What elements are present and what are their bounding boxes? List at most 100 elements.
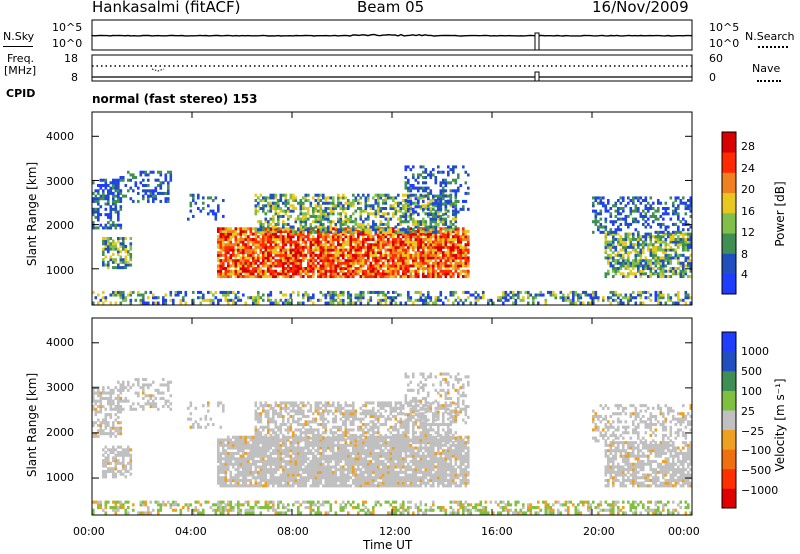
power-cell (264, 217, 268, 221)
power-cell (409, 296, 413, 300)
power-cell (264, 227, 268, 231)
power-cell (234, 301, 238, 305)
power-cell (404, 240, 408, 244)
power-cell (442, 213, 445, 217)
power-cell (652, 245, 655, 249)
power-cell (222, 253, 225, 257)
velocity-cell (112, 402, 115, 406)
power-cell (389, 269, 393, 273)
power-cell (294, 256, 298, 260)
power-cell (442, 232, 445, 236)
velocity-cell (284, 478, 288, 482)
power-cell (687, 199, 690, 203)
power-cell (324, 199, 328, 203)
power-cell (312, 301, 315, 305)
power-cell (322, 261, 325, 265)
velocity-cell (117, 451, 120, 455)
power-cell (107, 189, 110, 193)
power-cell (607, 230, 610, 234)
power-cell (284, 237, 288, 241)
power-cell (112, 178, 115, 182)
velocity-cell (104, 432, 108, 436)
velocity-cell (217, 470, 220, 474)
power-cell (102, 260, 105, 264)
power-cell (417, 240, 420, 244)
power-cell (332, 245, 335, 249)
power-cell (239, 298, 243, 302)
power-cell (119, 237, 123, 241)
velocity-cell (94, 413, 98, 417)
power-cell (639, 272, 643, 276)
power-cell (337, 193, 340, 197)
power-cell (289, 232, 293, 236)
power-cell (429, 225, 433, 229)
velocity-cell (277, 443, 280, 447)
power-cell (512, 293, 515, 297)
power-cell (402, 253, 405, 257)
power-cell (642, 199, 645, 203)
power-cell (357, 235, 360, 239)
velocity-cell (219, 438, 223, 442)
power-cell (399, 251, 403, 255)
power-cell (317, 204, 320, 208)
power-cell (387, 248, 390, 252)
power-cell (442, 170, 445, 174)
velocity-cell (304, 443, 308, 447)
power-cell (114, 186, 118, 190)
power-cell (97, 202, 100, 206)
power-cell (242, 269, 245, 273)
power-cell (427, 272, 430, 276)
power-cell (504, 293, 508, 297)
power-cell (299, 228, 303, 232)
power-cell (169, 178, 173, 182)
power-cell (544, 298, 548, 302)
velocity-cell (234, 451, 238, 455)
power-cell (192, 301, 195, 305)
power-cell (139, 181, 143, 185)
power-cell (639, 256, 643, 260)
power-cell (139, 293, 143, 297)
power-cell (637, 259, 640, 263)
power-cell (327, 240, 330, 244)
power-cell (157, 301, 160, 305)
velocity-cell (97, 434, 100, 438)
velocity-cell (99, 407, 103, 411)
power-cell (407, 204, 410, 208)
power-cell (259, 296, 263, 300)
velocity-cell (232, 441, 235, 445)
power-cell (689, 199, 693, 203)
power-cell (262, 259, 265, 263)
power-cell (394, 237, 398, 241)
power-cell (354, 217, 358, 221)
velocity-cell (222, 441, 225, 445)
power-cell (114, 205, 118, 209)
power-cell (124, 237, 128, 241)
power-cell (212, 301, 215, 305)
power-cell (354, 237, 358, 241)
power-cell (334, 225, 338, 229)
power-cell (234, 264, 238, 268)
power-cell (464, 235, 468, 239)
power-cell (324, 296, 328, 300)
power-cell (267, 235, 270, 239)
power-cell (362, 290, 365, 294)
power-cell (617, 293, 620, 297)
velocity-cell (247, 454, 250, 458)
power-cell (594, 214, 598, 218)
power-cell (659, 222, 663, 226)
power-cell (347, 235, 350, 239)
power-cell (377, 212, 380, 216)
velocity-cell (122, 386, 125, 390)
power-cell (429, 176, 433, 180)
velocity-cell (304, 454, 308, 458)
power-cell (454, 227, 458, 231)
power-cell (107, 266, 110, 270)
power-cell (272, 220, 275, 224)
power-cell (114, 223, 118, 227)
power-cell (289, 209, 293, 213)
power-cell (319, 228, 323, 232)
power-cell (297, 243, 300, 247)
power-cell (357, 293, 360, 297)
power-cell (349, 217, 353, 221)
power-cell (682, 222, 685, 226)
